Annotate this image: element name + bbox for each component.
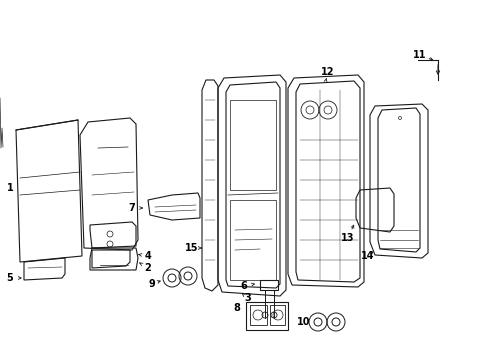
Text: 2: 2 bbox=[145, 263, 151, 273]
Text: 8: 8 bbox=[234, 303, 241, 313]
Text: 15: 15 bbox=[185, 243, 199, 253]
Text: 13: 13 bbox=[341, 233, 355, 243]
Bar bbox=[230, 100, 276, 190]
Text: 10: 10 bbox=[297, 317, 311, 327]
Bar bbox=[250, 305, 267, 325]
Bar bbox=[270, 305, 285, 325]
Text: 7: 7 bbox=[129, 203, 135, 213]
Text: 3: 3 bbox=[245, 293, 251, 303]
Text: 4: 4 bbox=[145, 251, 151, 261]
Bar bbox=[260, 280, 278, 290]
Text: 5: 5 bbox=[7, 273, 13, 283]
Bar bbox=[246, 302, 288, 330]
Text: 6: 6 bbox=[241, 281, 247, 291]
Text: 9: 9 bbox=[148, 279, 155, 289]
Bar bbox=[230, 200, 276, 280]
Text: 11: 11 bbox=[413, 50, 427, 60]
Text: 12: 12 bbox=[321, 67, 335, 77]
Text: 1: 1 bbox=[7, 183, 13, 193]
Text: 14: 14 bbox=[361, 251, 375, 261]
